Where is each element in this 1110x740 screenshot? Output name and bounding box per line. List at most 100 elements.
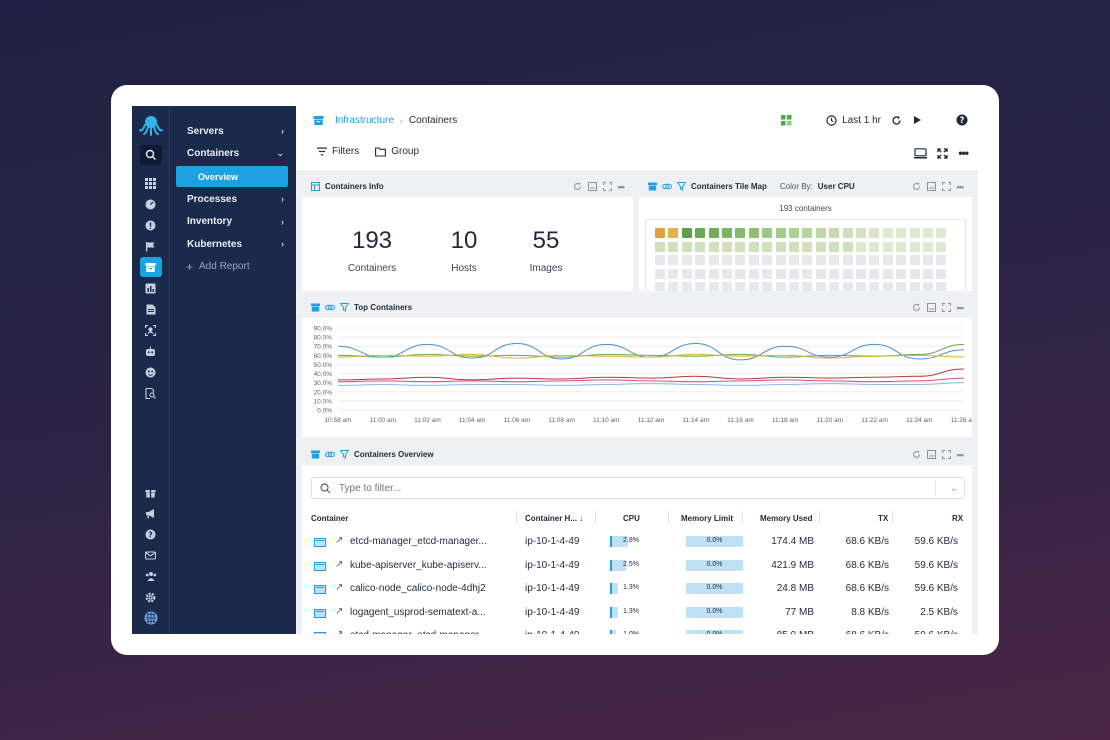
container-tile[interactable] bbox=[789, 282, 799, 291]
nav-item-inventory[interactable]: Inventory › bbox=[187, 216, 284, 228]
container-tile[interactable] bbox=[909, 282, 920, 291]
column-header-memory-limit[interactable]: Memory Limit bbox=[681, 514, 734, 523]
container-tile[interactable] bbox=[802, 282, 813, 291]
more-options-icon[interactable]: ••• bbox=[956, 302, 965, 313]
container-tile[interactable] bbox=[909, 228, 920, 238]
help-icon[interactable]: ? bbox=[140, 524, 162, 544]
table-row[interactable]: ↗ logagent_usprod-sematext-a... ip-10-1-4-… bbox=[302, 601, 970, 625]
container-tile[interactable] bbox=[909, 241, 920, 252]
container-tile[interactable] bbox=[681, 255, 692, 265]
open-link-icon[interactable]: ↗ bbox=[335, 629, 343, 634]
container-tile[interactable] bbox=[708, 255, 719, 265]
chart-icon[interactable] bbox=[140, 278, 162, 298]
container-tile[interactable] bbox=[856, 268, 866, 279]
container-tile[interactable] bbox=[748, 241, 759, 252]
nav-item-servers[interactable]: Servers › bbox=[187, 125, 284, 137]
column-header-rx[interactable]: RX bbox=[952, 514, 964, 523]
container-tile[interactable] bbox=[802, 268, 813, 279]
container-tile[interactable] bbox=[936, 241, 947, 252]
container-tile[interactable] bbox=[735, 268, 746, 279]
container-tile[interactable] bbox=[681, 282, 692, 291]
container-tile[interactable] bbox=[882, 241, 893, 252]
time-range-picker[interactable]: Last 1 hr bbox=[826, 115, 881, 126]
cell-container[interactable]: logagent_usprod-sematext-a... bbox=[350, 606, 486, 618]
nav-item-processes[interactable]: Processes › bbox=[187, 193, 284, 205]
container-tile[interactable] bbox=[708, 282, 719, 291]
container-tile[interactable] bbox=[775, 268, 786, 279]
breadcrumb-infrastructure-link[interactable]: Infrastructure bbox=[335, 115, 394, 126]
container-tile[interactable] bbox=[655, 282, 665, 291]
open-link-icon[interactable]: ↗ bbox=[335, 558, 344, 570]
container-tile[interactable] bbox=[842, 241, 853, 252]
container-tile[interactable] bbox=[668, 268, 679, 279]
container-tile[interactable] bbox=[802, 255, 813, 265]
container-tile[interactable] bbox=[695, 228, 706, 238]
container-tile[interactable] bbox=[708, 268, 719, 279]
container-tile[interactable] bbox=[869, 282, 880, 291]
more-options-icon[interactable]: ••• bbox=[956, 181, 965, 192]
reports-search-icon[interactable] bbox=[140, 383, 162, 403]
alert-icon[interactable] bbox=[140, 215, 162, 235]
minimize-icon[interactable] bbox=[587, 182, 597, 191]
container-tile[interactable] bbox=[882, 255, 893, 265]
column-header-memory-used[interactable]: Memory Used bbox=[760, 514, 813, 523]
container-tile[interactable] bbox=[762, 255, 773, 265]
table-row[interactable]: ↗ calico-node_calico-node-4dhj2 ip-10-1-4-… bbox=[302, 577, 970, 601]
container-tile[interactable] bbox=[789, 241, 799, 252]
container-tile[interactable] bbox=[735, 241, 746, 252]
group-button[interactable]: Group bbox=[375, 146, 419, 157]
container-tile[interactable] bbox=[842, 268, 853, 279]
container-tile[interactable] bbox=[882, 228, 893, 238]
minimize-icon[interactable] bbox=[926, 303, 936, 312]
apps-switch-icon[interactable] bbox=[781, 114, 792, 126]
container-tile[interactable] bbox=[695, 241, 706, 252]
user-avatar-icon[interactable] bbox=[140, 608, 162, 628]
chevron-down-icon[interactable]: ⌄ bbox=[949, 482, 959, 494]
expand-icon[interactable] bbox=[941, 450, 951, 459]
container-tile[interactable] bbox=[856, 228, 866, 238]
experience-scan-icon[interactable] bbox=[140, 320, 162, 340]
container-tile[interactable] bbox=[735, 255, 746, 265]
container-tile[interactable] bbox=[735, 282, 746, 291]
container-tile[interactable] bbox=[789, 268, 799, 279]
infrastructure-box-icon[interactable] bbox=[139, 257, 162, 277]
container-tile[interactable] bbox=[748, 228, 759, 238]
container-tile[interactable] bbox=[829, 228, 840, 238]
container-tile[interactable] bbox=[896, 255, 907, 265]
container-tile[interactable] bbox=[923, 228, 933, 238]
column-header-container-host[interactable]: Container H... ↓ bbox=[525, 514, 584, 523]
expand-icon[interactable] bbox=[941, 303, 951, 312]
column-header-cpu[interactable]: CPU bbox=[623, 514, 640, 523]
container-tile[interactable] bbox=[681, 228, 692, 238]
container-tile[interactable] bbox=[829, 282, 840, 291]
refresh-icon[interactable] bbox=[912, 450, 921, 459]
container-tile[interactable] bbox=[722, 241, 732, 252]
synthetics-bot-icon[interactable] bbox=[140, 341, 162, 361]
series-line[interactable] bbox=[337, 377, 965, 383]
announcement-megaphone-icon[interactable] bbox=[140, 503, 162, 523]
container-tile[interactable] bbox=[856, 255, 866, 265]
nav-item-kubernetes[interactable]: Kubernetes › bbox=[187, 238, 284, 250]
container-tile[interactable] bbox=[668, 241, 679, 252]
top-containers-chart[interactable]: 90.0% 80.0% 70.0% 60.0% 50.0% 40.0% 30.0% 20.0%… bbox=[302, 318, 972, 437]
container-tile[interactable] bbox=[668, 228, 679, 238]
table-row[interactable]: ↗ etcd-manager_etcd-manager... ip-10-1-4-4… bbox=[302, 530, 970, 554]
container-tile[interactable] bbox=[748, 268, 759, 279]
series-line[interactable] bbox=[337, 353, 965, 359]
logs-document-icon[interactable] bbox=[140, 299, 162, 319]
container-tile[interactable] bbox=[842, 228, 853, 238]
container-tile[interactable] bbox=[655, 228, 665, 238]
apps-grid-icon[interactable] bbox=[140, 173, 162, 193]
series-line[interactable] bbox=[337, 343, 965, 358]
container-tile[interactable] bbox=[748, 255, 759, 265]
container-tile[interactable] bbox=[708, 228, 719, 238]
help-icon[interactable]: ? bbox=[956, 114, 968, 126]
search-icon[interactable] bbox=[139, 144, 162, 165]
container-tile[interactable] bbox=[762, 241, 773, 252]
container-tile[interactable] bbox=[936, 228, 947, 238]
container-tile[interactable] bbox=[789, 228, 799, 238]
color-by-value[interactable]: User CPU bbox=[817, 182, 855, 191]
container-tile[interactable] bbox=[882, 282, 893, 291]
table-row[interactable]: ↗ etcd-manager_etcd-manager... ip-10-1-4-4… bbox=[302, 624, 970, 634]
container-tile[interactable] bbox=[802, 241, 813, 252]
